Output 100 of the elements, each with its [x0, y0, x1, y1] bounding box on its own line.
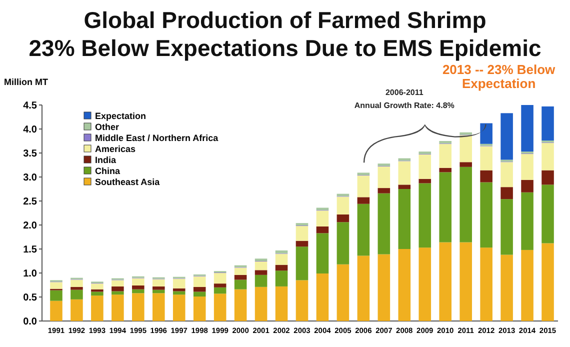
bar [542, 142, 554, 170]
y-tick-label: 3.5 [23, 148, 38, 160]
bar [91, 296, 104, 321]
bar [214, 273, 226, 284]
bar [132, 285, 144, 290]
bar [152, 279, 165, 286]
bar [193, 286, 206, 292]
bar [378, 254, 390, 321]
bar [70, 280, 83, 287]
bar [336, 222, 350, 264]
bar [50, 290, 62, 301]
bar [500, 254, 513, 321]
bar [132, 278, 144, 286]
bar [132, 293, 144, 321]
bar [439, 242, 452, 321]
bar [70, 290, 83, 300]
bar [378, 188, 390, 194]
bar [234, 268, 247, 275]
bar [316, 226, 329, 234]
bar [152, 293, 165, 321]
bar [275, 264, 288, 271]
bar [500, 113, 513, 160]
bar [296, 240, 308, 247]
bar [214, 294, 226, 321]
bar [91, 284, 104, 290]
bar [480, 248, 492, 321]
bar [336, 264, 350, 321]
bar [316, 233, 329, 274]
bar [398, 249, 411, 321]
bar [254, 286, 268, 321]
bar [521, 154, 534, 180]
bar [172, 294, 186, 321]
bar [316, 208, 329, 210]
bar [439, 144, 452, 168]
bar [172, 291, 186, 295]
bar [378, 193, 390, 254]
bar [521, 180, 534, 192]
bar [460, 135, 472, 162]
bar [112, 286, 124, 292]
bar [193, 276, 206, 287]
bar [439, 172, 452, 242]
bar [316, 273, 329, 321]
bar [378, 166, 390, 188]
y-tick-label: 3.0 [23, 172, 38, 184]
bar [542, 170, 554, 185]
bar [460, 166, 472, 242]
y-tick-label: 1.5 [23, 244, 38, 256]
legend-label: Middle East / Northern Africa [95, 133, 220, 143]
bar [254, 274, 268, 287]
legend-label: Americas [95, 144, 136, 154]
y-tick-label: 2.5 [23, 196, 38, 208]
legend-label: China [95, 166, 121, 176]
y-tick-label: 0.0 [23, 316, 38, 328]
y-tick-label: 1.0 [23, 268, 38, 280]
bar [152, 290, 165, 294]
bar [460, 132, 472, 135]
bar [214, 284, 226, 288]
bar [193, 296, 206, 321]
bar [275, 286, 288, 321]
bar [542, 243, 554, 321]
bar [521, 192, 534, 250]
annotation: Annual Growth Rate: 4.8% [354, 101, 454, 110]
bar [112, 294, 124, 321]
bar [336, 214, 350, 222]
bar [418, 178, 432, 184]
bar [112, 280, 124, 286]
bar [357, 256, 370, 321]
bar [91, 292, 104, 296]
bar [398, 161, 411, 185]
bar [439, 168, 452, 172]
y-tick-label: 0.5 [23, 292, 38, 304]
bar [316, 210, 329, 226]
bar [214, 287, 226, 294]
bar [234, 280, 247, 290]
bar [460, 162, 472, 167]
bar [112, 291, 124, 295]
bar [296, 280, 308, 321]
bar [172, 278, 186, 288]
legend-label: Southeast Asia [95, 177, 161, 187]
bar [500, 199, 513, 255]
chart-subtitle: 23% Below Expectations Due to EMS Epidemic [28, 35, 542, 61]
bar [275, 270, 288, 286]
text: 2006-2011 [385, 88, 424, 97]
bar [254, 261, 268, 270]
bar [418, 154, 432, 179]
bar [50, 282, 62, 289]
bar [418, 248, 432, 321]
bar [500, 162, 513, 188]
bar [460, 242, 472, 321]
bar [500, 187, 513, 200]
bar [542, 184, 554, 244]
y-tick-label: 4.5 [23, 100, 38, 112]
y-tick-label: 2.0 [23, 220, 38, 232]
bar [234, 274, 247, 280]
bar [254, 270, 268, 275]
bar [336, 196, 350, 214]
bar [357, 176, 370, 198]
legend-label: Expectation [95, 111, 146, 121]
bar [480, 182, 492, 248]
legend-label: Other [95, 122, 120, 132]
